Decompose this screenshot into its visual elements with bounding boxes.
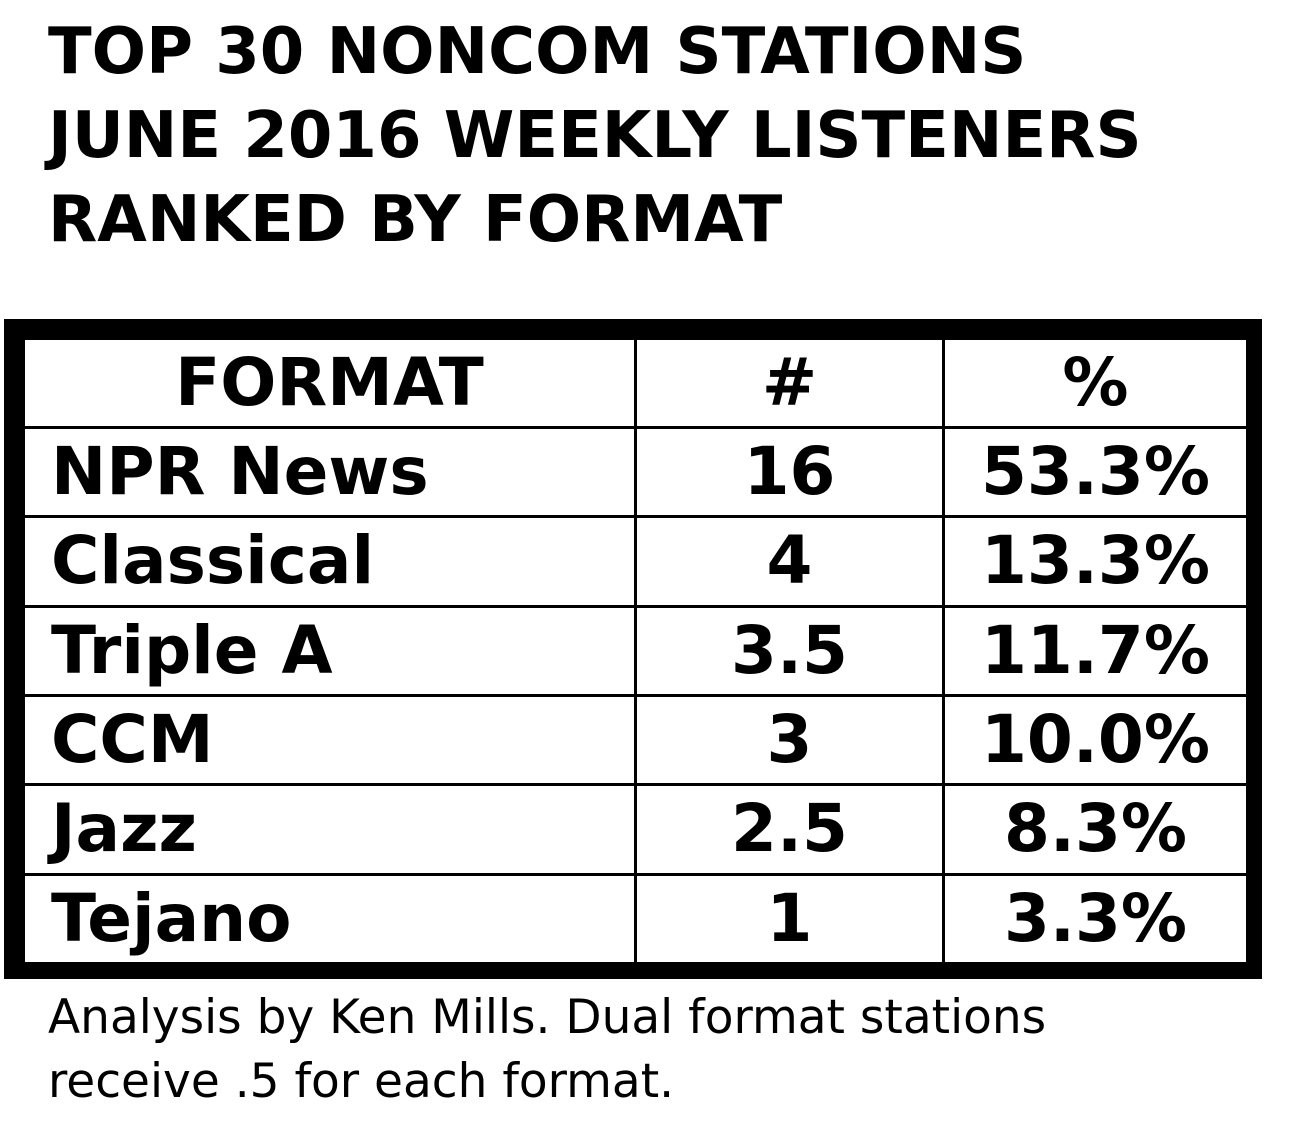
title-line-2: JUNE 2016 WEEKLY LISTENERS	[48, 99, 1142, 173]
table-row: NPR News 16 53.3%	[22, 425, 1249, 519]
footnote-line-2: receive .5 for each format.	[48, 1054, 675, 1109]
cell-count: 4	[634, 515, 945, 608]
chart-title: TOP 30 NONCOM STATIONS JUNE 2016 WEEKLY …	[48, 10, 1278, 262]
cell-format: Tejano	[22, 872, 637, 966]
table-header-row: FORMAT # %	[22, 337, 1249, 429]
table-row: Classical 4 13.3%	[22, 515, 1249, 608]
cell-format: Triple A	[22, 604, 637, 697]
cell-format: CCM	[22, 693, 637, 787]
cell-count: 16	[634, 425, 945, 519]
column-header-format: FORMAT	[22, 337, 637, 429]
cell-percent: 8.3%	[942, 783, 1249, 876]
cell-format: Jazz	[22, 783, 637, 876]
cell-percent: 3.3%	[942, 872, 1249, 966]
cell-percent: 11.7%	[942, 604, 1249, 697]
footnote: Analysis by Ken Mills. Dual format stati…	[48, 986, 1278, 1114]
cell-percent: 13.3%	[942, 515, 1249, 608]
cell-percent: 10.0%	[942, 693, 1249, 787]
cell-count: 3	[634, 693, 945, 787]
cell-percent: 53.3%	[942, 425, 1249, 519]
format-table: FORMAT # % NPR News 16 53.3% Classical 4 13.3…	[22, 337, 1249, 966]
column-header-count: #	[634, 337, 945, 429]
cell-format: Classical	[22, 515, 637, 608]
table-row: Tejano 1 3.3%	[22, 872, 1249, 966]
cell-count: 2.5	[634, 783, 945, 876]
footnote-line-1: Analysis by Ken Mills. Dual format stati…	[48, 990, 1047, 1045]
cell-count: 3.5	[634, 604, 945, 697]
table-body: NPR News 16 53.3% Classical 4 13.3% Triple A 3.…	[22, 425, 1249, 966]
cell-format: NPR News	[22, 425, 637, 519]
table-frame: FORMAT # % NPR News 16 53.3% Classical 4 13.3…	[4, 319, 1262, 979]
cell-count: 1	[634, 872, 945, 966]
table-row: Jazz 2.5 8.3%	[22, 783, 1249, 876]
table-row: Triple A 3.5 11.7%	[22, 604, 1249, 697]
title-line-1: TOP 30 NONCOM STATIONS	[48, 15, 1027, 89]
column-header-percent: %	[942, 337, 1249, 429]
title-line-3: RANKED BY FORMAT	[48, 183, 783, 257]
table-row: CCM 3 10.0%	[22, 693, 1249, 787]
